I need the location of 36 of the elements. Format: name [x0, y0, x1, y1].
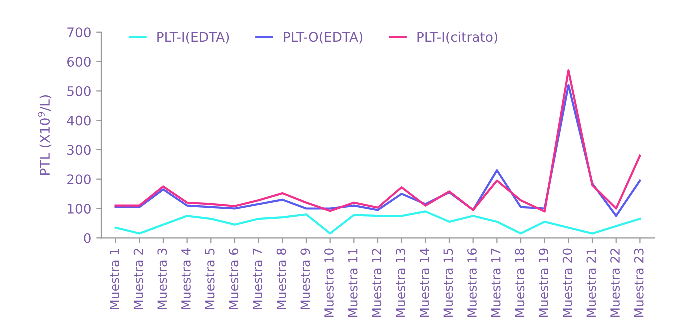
y-tick-label: 500 [68, 86, 91, 96]
x-tick-label: Muestra 6 [229, 248, 239, 310]
x-tick-label: Muestra 23 [634, 248, 644, 318]
x-tick-label: Muestra 18 [515, 248, 525, 318]
x-tick-label: Muestra 4 [182, 248, 191, 310]
x-tick-label: Muestra 20 [562, 248, 572, 318]
x-tick-label: Muestra 1 [110, 249, 120, 310]
x-tick-label: Muestra 14 [420, 248, 430, 318]
x-tick-label: Muestra 21 [586, 249, 596, 318]
y-tick-label: 200 [68, 174, 91, 185]
legend-label: PLT-I(citrato) [418, 32, 498, 44]
x-tick-label: Muestra 17 [492, 248, 501, 318]
x-tick-label: Muestra 5 [205, 248, 215, 310]
x-tick-label: Muestra 7 [253, 248, 262, 310]
y-tick-label: 0 [84, 233, 91, 244]
x-tick-label: Muestra 3 [158, 248, 168, 310]
legend-label: PLT-O(EDTA) [284, 32, 363, 44]
x-tick-label: Muestra 2 [134, 249, 144, 310]
x-tick-label: Muestra 19 [539, 248, 548, 318]
line-series [114, 210, 642, 235]
x-tick-label: Muestra 11 [348, 249, 358, 318]
y-tick-label: 400 [67, 116, 91, 126]
legend-label: PLT-I(EDTA) [158, 32, 230, 44]
y-tick-label: 300 [68, 145, 91, 156]
x-tick-label: Muestra 8 [276, 248, 286, 310]
x-tick-label: Muestra 9 [300, 248, 310, 310]
y-tick-label: 700 [68, 28, 91, 38]
x-tick-label: Muestra 13 [396, 248, 406, 318]
x-tick-label: Muestra 15 [444, 248, 454, 318]
y-axis-title: PTL (X10$^{9}$/L) [38, 96, 52, 175]
y-tick-label: 600 [68, 57, 91, 67]
x-tick-label: Muestra 16 [468, 248, 477, 318]
x-tick-label: Muestra 10 [324, 248, 334, 318]
x-tick-label: Muestra 22 [610, 249, 620, 318]
y-tick-label: 100 [68, 204, 91, 214]
x-tick-label: Muestra 12 [372, 249, 382, 318]
